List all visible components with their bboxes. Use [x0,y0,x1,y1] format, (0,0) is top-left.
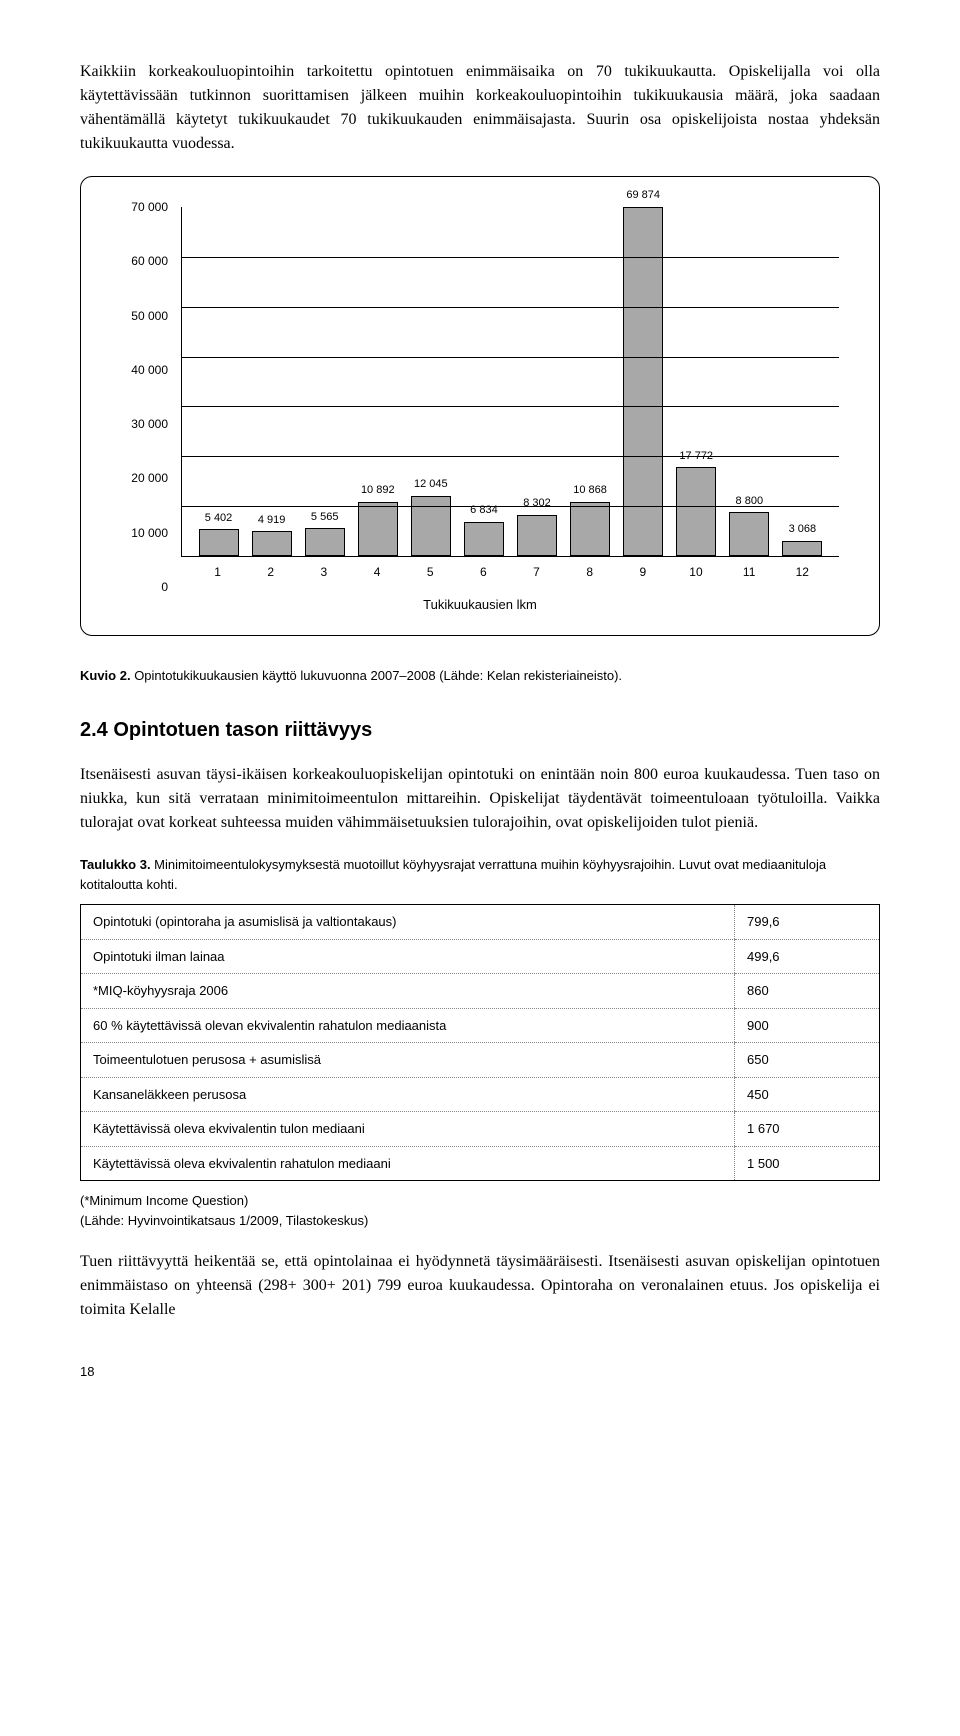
y-axis-label: 30 000 [131,415,168,433]
y-axis-label: 70 000 [131,198,168,216]
table-cell-value: 499,6 [735,939,880,974]
table-cell-label: Opintotuki (opintoraha ja asumislisä ja … [81,905,735,940]
bar-value-label: 3 068 [789,521,817,538]
x-axis-label: 9 [623,557,663,587]
table-cell-label: Kansaneläkkeen perusosa [81,1077,735,1112]
caption-text: Opintotukikuukausien käyttö lukuvuonna 2… [131,668,622,683]
y-axis-label: 50 000 [131,307,168,325]
x-axis-title: Tukikuukausien lkm [121,595,839,615]
x-axis-label: 5 [410,557,450,587]
table-cell-value: 1 670 [735,1112,880,1147]
table-row: *MIQ-köyhyysraja 2006860 [81,974,880,1009]
table-cell-value: 1 500 [735,1146,880,1181]
bar: 17 772 [676,467,716,556]
x-axis-label: 2 [251,557,291,587]
figure-caption: Kuvio 2. Opintotukikuukausien käyttö luk… [80,666,880,686]
page-number: 18 [80,1362,880,1382]
bar: 6 834 [464,522,504,556]
bar: 12 045 [411,496,451,556]
paragraph-3: Tuen riittävyyttä heikentää se, että opi… [80,1250,880,1322]
table-cell-label: Opintotuki ilman lainaa [81,939,735,974]
table-cell-label: Käytettävissä oleva ekvivalentin rahatul… [81,1146,735,1181]
bar-value-label: 6 834 [470,502,498,519]
y-axis-label: 0 [161,578,168,596]
footnote-line-1: (*Minimum Income Question) [80,1193,248,1208]
table-cell-label: *MIQ-köyhyysraja 2006 [81,974,735,1009]
bar: 5 402 [199,529,239,556]
bar-value-label: 5 565 [311,509,339,526]
x-axis-label: 8 [570,557,610,587]
y-axis-label: 40 000 [131,361,168,379]
y-axis-label: 10 000 [131,524,168,542]
bar: 8 800 [729,512,769,556]
table-cell-label: Käytettävissä oleva ekvivalentin tulon m… [81,1112,735,1147]
table-cell-label: 60 % käytettävissä olevan ekvivalentin r… [81,1008,735,1043]
chart-frame: 70 000 60 000 50 000 40 000 30 000 20 000 10 0… [80,176,880,636]
x-axis-label: 10 [676,557,716,587]
y-axis-label: 20 000 [131,469,168,487]
section-heading: 2.4 Opintotuen tason riittävyys [80,715,880,745]
bar: 69 874 [623,207,663,556]
bar-value-label: 10 892 [361,482,395,499]
table-row: Käytettävissä oleva ekvivalentin tulon m… [81,1112,880,1147]
bar: 8 302 [517,515,557,557]
bar-value-label: 8 302 [523,495,551,512]
table-caption-prefix: Taulukko 3. [80,857,151,872]
table-cell-value: 900 [735,1008,880,1043]
table-footnote: (*Minimum Income Question) (Lähde: Hyvin… [80,1191,880,1230]
bar-chart: 70 00060 00050 00040 00030 00020 00010 0… [181,207,839,587]
y-axis-label: 60 000 [131,252,168,270]
bar-value-label: 69 874 [626,187,660,204]
table-cell-label: Toimeentulotuen perusosa + asumislisä [81,1043,735,1078]
x-axis-label: 7 [517,557,557,587]
bar-value-label: 5 402 [205,510,233,527]
x-axis-label: 12 [782,557,822,587]
bar: 10 868 [570,502,610,556]
x-axis-label: 3 [304,557,344,587]
table-row: Kansaneläkkeen perusosa450 [81,1077,880,1112]
bar: 5 565 [305,528,345,556]
table-caption: Taulukko 3. Minimitoimeentulokysymyksest… [80,855,880,894]
table-row: Opintotuki (opintoraha ja asumislisä ja … [81,905,880,940]
caption-prefix: Kuvio 2. [80,668,131,683]
bar: 10 892 [358,502,398,556]
table-cell-value: 799,6 [735,905,880,940]
bar-value-label: 10 868 [573,482,607,499]
table-row: Käytettävissä oleva ekvivalentin rahatul… [81,1146,880,1181]
table-cell-value: 450 [735,1077,880,1112]
bar-value-label: 4 919 [258,512,286,529]
footnote-line-2: (Lähde: Hyvinvointikatsaus 1/2009, Tilas… [80,1213,368,1228]
bar: 3 068 [782,541,822,556]
x-axis-label: 1 [198,557,238,587]
x-axis-label: 6 [463,557,503,587]
table-row: Toimeentulotuen perusosa + asumislisä650 [81,1043,880,1078]
table-cell-value: 860 [735,974,880,1009]
paragraph-1: Kaikkiin korkeakouluopintoihin tarkoitet… [80,60,880,156]
bar-value-label: 12 045 [414,476,448,493]
x-axis-label: 4 [357,557,397,587]
x-axis-label: 11 [729,557,769,587]
table-caption-text: Minimitoimeentulokysymyksestä muotoillut… [80,857,826,892]
table-row: 60 % käytettävissä olevan ekvivalentin r… [81,1008,880,1043]
bar: 4 919 [252,531,292,556]
table-row: Opintotuki ilman lainaa499,6 [81,939,880,974]
table-cell-value: 650 [735,1043,880,1078]
paragraph-2: Itsenäisesti asuvan täysi-ikäisen korkea… [80,763,880,835]
data-table: Opintotuki (opintoraha ja asumislisä ja … [80,904,880,1181]
